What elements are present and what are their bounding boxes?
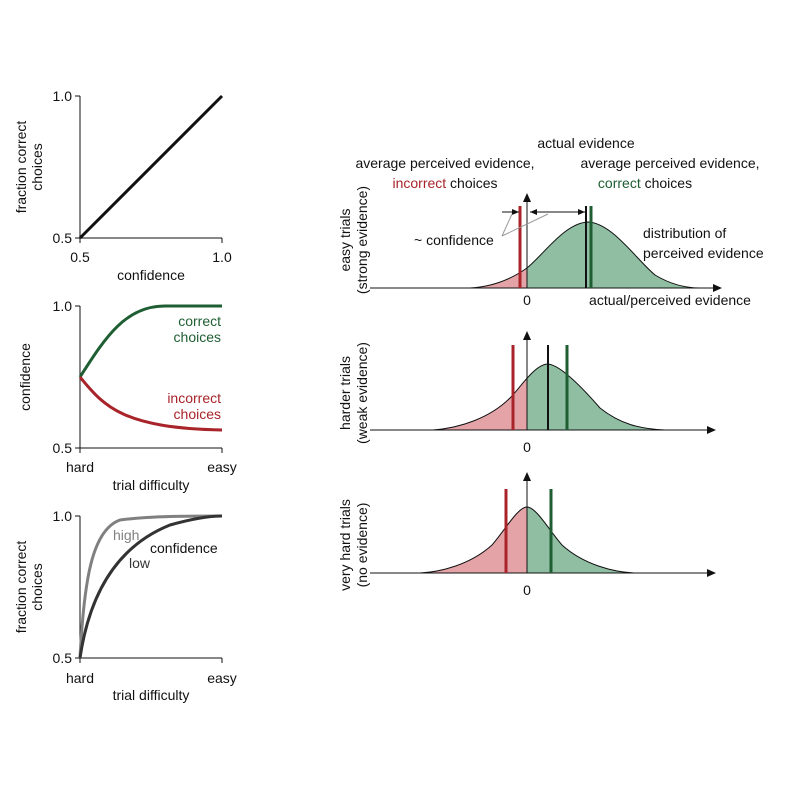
- row3-zero-label: 0: [523, 582, 531, 598]
- row1-gaussian-curve: [469, 221, 701, 289]
- row1-avg-correct-suffix: choices: [641, 175, 692, 191]
- row1-avg-incorrect-word: incorrect: [392, 175, 446, 191]
- panel-c-confidence-label: confidence: [150, 540, 218, 556]
- row1-label-line1: easy trials: [337, 208, 353, 271]
- row1-conf-arrow-right-head-b: [578, 209, 585, 215]
- row1-avg-incorrect-line1: average perceived evidence,: [355, 155, 534, 171]
- panel-c: 1.0 0.5 hard easy trial difficulty fract…: [13, 508, 237, 703]
- row-harder: 0 harder trials (weak evidence): [337, 331, 716, 455]
- panel-a-ytick-label-bottom: 0.5: [53, 230, 73, 246]
- panel-a-ytick-label-top: 1.0: [53, 88, 73, 104]
- row-very-hard: 0 very hard trials (no evidence): [337, 472, 716, 598]
- row1-axis-label: actual/perceived evidence: [589, 292, 751, 308]
- panel-b: 1.0 0.5 hard easy trial difficulty confi…: [17, 298, 237, 493]
- row1-avg-correct-line2: correct choices: [598, 175, 692, 191]
- row1-conf-pointer-a: [501, 213, 513, 237]
- row1-distribution-line1: distribution of: [643, 225, 726, 241]
- row2-green-area: [527, 364, 665, 430]
- row2-label-line1: harder trials: [337, 356, 353, 430]
- row1-zero-arrow: [523, 193, 531, 202]
- row-easy: actual evidence average perceived eviden…: [337, 135, 764, 308]
- panel-a-ylabel-line2: choices: [29, 143, 45, 190]
- panel-c-high-curve: [78, 514, 223, 659]
- panel-c-high-label: high: [113, 527, 139, 543]
- row1-red-area: [470, 268, 527, 288]
- row2-red-area: [433, 378, 527, 430]
- row1-confidence-note: ~ confidence: [414, 232, 494, 248]
- panel-b-correct-label-line2: choices: [174, 329, 221, 345]
- panel-c-ylabel-line1: fraction correct: [13, 541, 29, 634]
- panel-a-identity-line: [78, 94, 224, 240]
- panel-b-incorrect-curve: [78, 376, 223, 432]
- panel-b-ylabel: confidence: [17, 343, 33, 411]
- row3-label-line2: (no evidence): [354, 503, 370, 588]
- panel-c-ylabel-line2: choices: [29, 563, 45, 610]
- row2-zero-label: 0: [523, 439, 531, 455]
- panel-b-ytick-label-bottom: 0.5: [53, 440, 73, 456]
- row3-x-arrow: [707, 569, 716, 577]
- panel-b-xlabel: trial difficulty: [113, 477, 190, 493]
- panel-c-low-curve: [78, 514, 223, 659]
- panel-a-xtick-label-left: 0.5: [70, 249, 90, 265]
- row1-avg-correct-line1: average perceived evidence,: [580, 155, 759, 171]
- row1-green-area: [527, 222, 700, 288]
- row2-x-arrow: [707, 426, 716, 434]
- row1-label-line2: (strong evidence): [354, 186, 370, 294]
- panel-c-xlabel: trial difficulty: [113, 687, 190, 703]
- row3-label-line1: very hard trials: [337, 499, 353, 591]
- row3-red-area: [420, 507, 527, 573]
- row1-conf-arrow-left-head: [512, 209, 519, 215]
- panel-c-low-label: low: [129, 555, 151, 571]
- panel-b-incorrect-label-line2: choices: [174, 406, 221, 422]
- panel-a-xtick-label-right: 1.0: [212, 249, 232, 265]
- row1-distribution-line2: perceived evidence: [643, 245, 764, 261]
- row3-green-area: [527, 507, 634, 573]
- panel-b-incorrect-label-line1: incorrect: [167, 390, 221, 406]
- row1-conf-arrow-right-head-a: [530, 209, 537, 215]
- panel-c-ytick-label-bottom: 0.5: [53, 650, 73, 666]
- row1-x-arrow: [713, 284, 722, 292]
- panel-b-xtick-label-left: hard: [66, 459, 94, 475]
- panel-b-correct-curve: [78, 304, 222, 378]
- panel-c-xtick-label-left: hard: [66, 670, 94, 686]
- panel-b-ytick-label-top: 1.0: [53, 298, 73, 314]
- row1-actual-evidence-label: actual evidence: [537, 135, 635, 151]
- row1-avg-incorrect-line2: incorrect choices: [392, 175, 497, 191]
- row2-label-line2: (weak evidence): [354, 342, 370, 444]
- panel-b-correct-label-line1: correct: [178, 313, 221, 329]
- row1-avg-correct-word: correct: [598, 175, 641, 191]
- row1-avg-incorrect-suffix: choices: [446, 175, 497, 191]
- row1-conf-pointer-b: [501, 213, 549, 237]
- row3-zero-arrow: [523, 472, 531, 481]
- panel-a: 1.0 0.5 0.5 1.0 confidence fraction corr…: [13, 88, 232, 283]
- panel-c-xtick-label-right: easy: [207, 670, 237, 686]
- panel-a-xlabel: confidence: [117, 267, 185, 283]
- panel-c-ytick-label-top: 1.0: [53, 508, 73, 524]
- row1-zero-label: 0: [523, 292, 531, 308]
- row2-zero-arrow: [523, 331, 531, 340]
- panel-b-xtick-label-right: easy: [207, 459, 237, 475]
- panel-a-ylabel-line1: fraction correct: [13, 121, 29, 214]
